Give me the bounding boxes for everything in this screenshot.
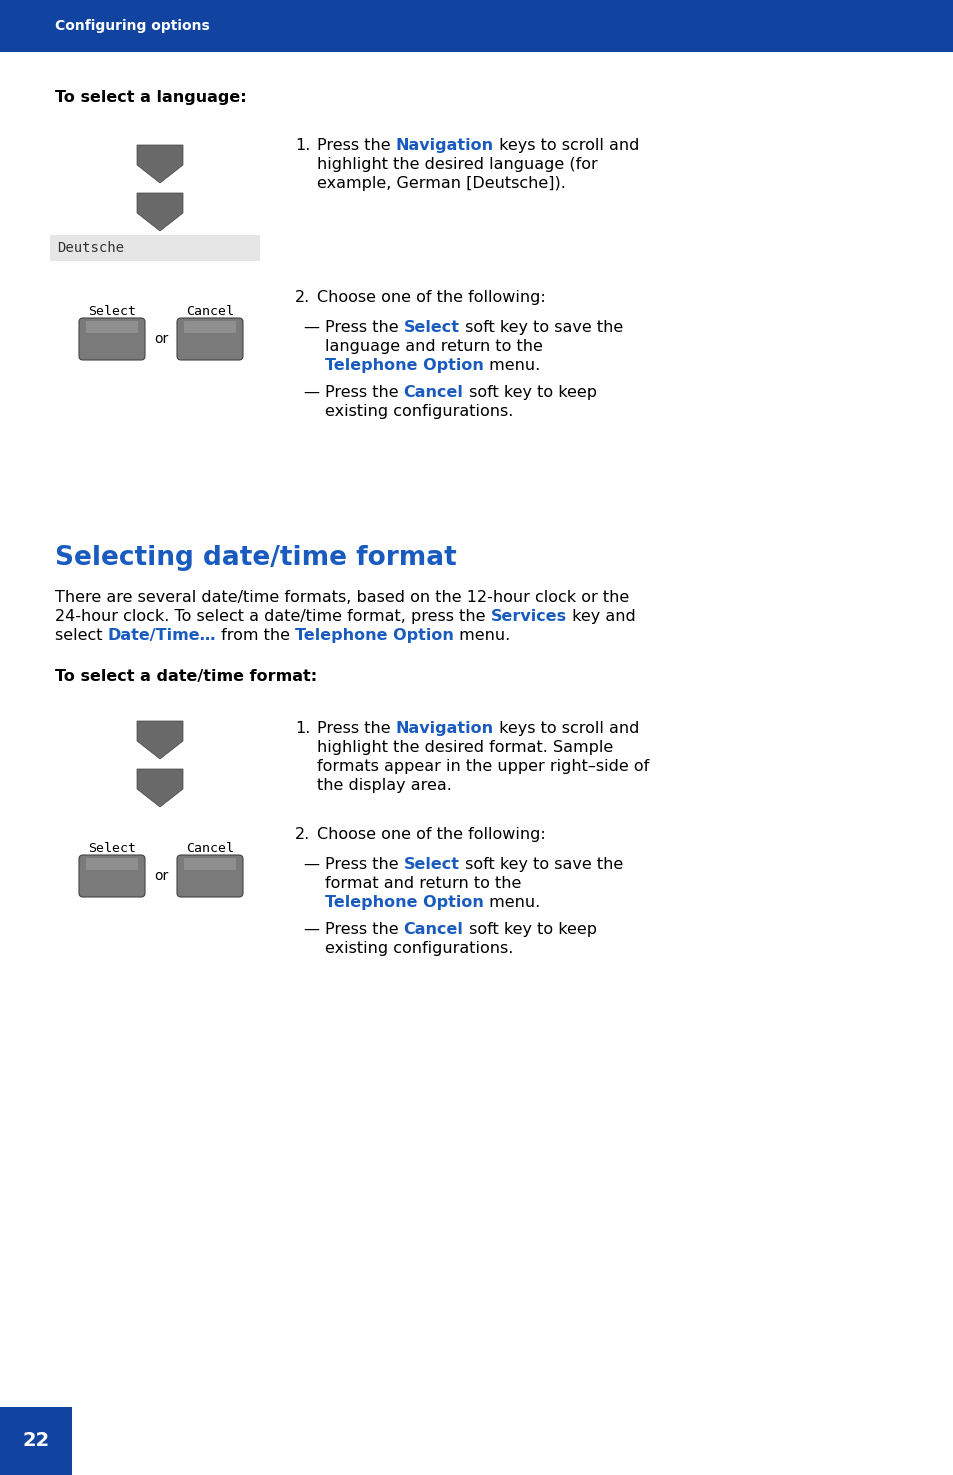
Text: To select a language:: To select a language: [55, 90, 247, 105]
Text: Date/Time…: Date/Time… [108, 628, 216, 643]
Text: Choose one of the following:: Choose one of the following: [316, 291, 545, 305]
Text: Press the: Press the [325, 857, 403, 872]
Text: existing configurations.: existing configurations. [325, 941, 513, 956]
Text: soft key to save the: soft key to save the [459, 320, 622, 335]
FancyBboxPatch shape [79, 855, 145, 897]
Polygon shape [137, 768, 183, 807]
Polygon shape [137, 721, 183, 760]
Text: Services: Services [490, 609, 566, 624]
Text: keys to scroll and: keys to scroll and [494, 721, 639, 736]
Text: formats appear in the upper right–side of: formats appear in the upper right–side o… [316, 760, 649, 774]
Text: 2.: 2. [294, 291, 310, 305]
Text: —: — [303, 857, 318, 872]
Text: —: — [303, 320, 318, 335]
Text: Cancel: Cancel [186, 842, 233, 855]
Text: Press the: Press the [316, 721, 395, 736]
Text: menu.: menu. [483, 895, 539, 910]
Text: Select: Select [88, 842, 136, 855]
Polygon shape [137, 145, 183, 183]
FancyBboxPatch shape [177, 319, 243, 360]
Text: Select: Select [403, 857, 459, 872]
Text: Press the: Press the [325, 922, 403, 937]
Text: select: select [55, 628, 108, 643]
Text: 2.: 2. [294, 827, 310, 842]
Text: Press the: Press the [316, 139, 395, 153]
Text: —: — [303, 385, 318, 400]
FancyBboxPatch shape [79, 319, 145, 360]
Text: format and return to the: format and return to the [325, 876, 521, 891]
Text: To select a date/time format:: To select a date/time format: [55, 670, 316, 684]
Text: keys to scroll and: keys to scroll and [494, 139, 639, 153]
Text: highlight the desired language (for: highlight the desired language (for [316, 156, 598, 173]
Text: Telephone Option: Telephone Option [325, 895, 483, 910]
Text: Choose one of the following:: Choose one of the following: [316, 827, 545, 842]
FancyBboxPatch shape [86, 322, 138, 333]
Text: —: — [303, 922, 318, 937]
Bar [0, 0, 953, 52]
Text: Select: Select [88, 305, 136, 319]
Text: existing configurations.: existing configurations. [325, 404, 513, 419]
Text: Press the: Press the [325, 385, 403, 400]
Text: soft key to save the: soft key to save the [459, 857, 622, 872]
Bar [0, 1407, 71, 1475]
Text: Press the: Press the [325, 320, 403, 335]
Text: Telephone Option: Telephone Option [325, 358, 483, 373]
Text: highlight the desired format. Sample: highlight the desired format. Sample [316, 740, 613, 755]
FancyBboxPatch shape [184, 858, 235, 870]
Text: 1.: 1. [294, 139, 310, 153]
Text: or: or [153, 332, 168, 347]
Text: soft key to keep: soft key to keep [463, 922, 596, 937]
Polygon shape [137, 193, 183, 232]
Text: Cancel: Cancel [403, 922, 463, 937]
Text: Telephone Option: Telephone Option [294, 628, 454, 643]
Text: or: or [153, 869, 168, 884]
Text: Cancel: Cancel [403, 385, 463, 400]
FancyBboxPatch shape [177, 855, 243, 897]
Text: Configuring options: Configuring options [55, 19, 210, 32]
FancyBboxPatch shape [86, 858, 138, 870]
Text: Selecting date/time format: Selecting date/time format [55, 544, 456, 571]
Text: Navigation: Navigation [395, 721, 494, 736]
Text: 22: 22 [22, 1432, 50, 1450]
Text: from the: from the [216, 628, 294, 643]
Text: the display area.: the display area. [316, 777, 452, 794]
Text: soft key to keep: soft key to keep [463, 385, 596, 400]
Text: Select: Select [403, 320, 459, 335]
Text: Navigation: Navigation [395, 139, 494, 153]
Bar [50, 235, 260, 261]
Text: example, German [Deutsche]).: example, German [Deutsche]). [316, 176, 565, 190]
Text: 1.: 1. [294, 721, 310, 736]
Text: menu.: menu. [483, 358, 539, 373]
Text: There are several date/time formats, based on the 12-hour clock or the: There are several date/time formats, bas… [55, 590, 629, 605]
FancyBboxPatch shape [184, 322, 235, 333]
Text: 24-hour clock. To select a date/time format, press the: 24-hour clock. To select a date/time for… [55, 609, 490, 624]
Text: menu.: menu. [454, 628, 510, 643]
Text: language and return to the: language and return to the [325, 339, 542, 354]
Text: Deutsche: Deutsche [57, 240, 124, 255]
Text: Cancel: Cancel [186, 305, 233, 319]
Text: key and: key and [566, 609, 635, 624]
